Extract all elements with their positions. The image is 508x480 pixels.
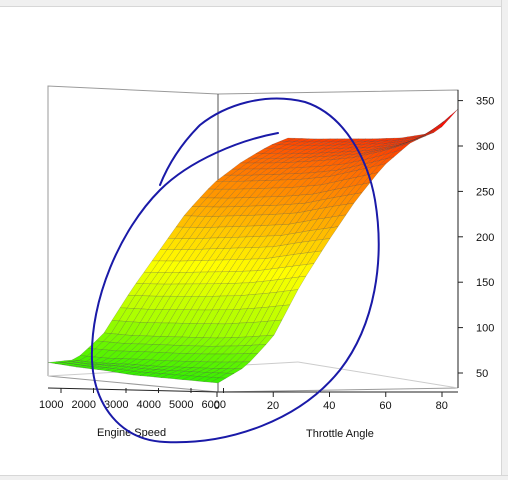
engine-speed-tick-label: 3000 bbox=[104, 399, 128, 411]
surface-facet bbox=[298, 263, 315, 278]
vertical-tick-label: 200 bbox=[476, 232, 494, 244]
surface-facet bbox=[250, 344, 267, 354]
throttle-angle-tick-label: 20 bbox=[267, 400, 279, 412]
throttle-angle-tick-label: 80 bbox=[436, 400, 448, 412]
surface-facet bbox=[386, 149, 403, 159]
surface-facet bbox=[306, 250, 323, 265]
surface-facet bbox=[338, 202, 355, 217]
surface-facet bbox=[226, 368, 243, 374]
surface-plot: 1000 2000 3000 4000 5000 6000 0 20 40 60 80 50 100… bbox=[39, 85, 494, 444]
engine-speed-tick-label: 4000 bbox=[137, 399, 161, 411]
floor-back-right-edge bbox=[297, 361, 459, 389]
floor-front-right-edge bbox=[217, 387, 459, 393]
surface-facet bbox=[434, 117, 451, 131]
vertical-axis: 50 100 150 200 250 300 350 bbox=[458, 96, 494, 380]
engine-speed-axis-line bbox=[47, 387, 219, 393]
vertical-tick-label: 350 bbox=[476, 96, 494, 108]
engine-speed-tick-label: 6000 bbox=[202, 399, 226, 411]
engine-speed-tick-label: 1000 bbox=[39, 399, 63, 411]
throttle-angle-tick-label: 40 bbox=[323, 400, 335, 412]
hand-drawn-ellipse-annotation bbox=[90, 97, 380, 444]
vertical-tick-label: 150 bbox=[476, 277, 494, 289]
throttle-angle-axis: 0 20 40 60 80 bbox=[214, 392, 448, 412]
plot-box-front-edges bbox=[47, 90, 459, 393]
throttle-angle-tick-label: 60 bbox=[379, 400, 391, 412]
annotation-stroke bbox=[90, 97, 380, 444]
vertical-tick-label: 50 bbox=[476, 368, 488, 380]
vertical-tick-label: 100 bbox=[476, 323, 494, 335]
vertical-tick-label: 250 bbox=[476, 186, 494, 198]
window-scrollbar[interactable] bbox=[501, 0, 508, 480]
surface-facet bbox=[210, 377, 227, 384]
floor-front-left-edge bbox=[47, 375, 219, 393]
window-top-edge bbox=[0, 0, 508, 7]
window-bottom-edge bbox=[0, 475, 508, 480]
engine-speed-tick-label: 5000 bbox=[169, 399, 193, 411]
surface-facet bbox=[266, 319, 283, 336]
engine-speed-tick-label: 2000 bbox=[72, 399, 96, 411]
surface-facet bbox=[442, 108, 459, 123]
response-surface bbox=[47, 108, 459, 384]
surface-facet bbox=[242, 352, 259, 363]
vertical-tick-label: 300 bbox=[476, 141, 494, 153]
engine-speed-axis: 1000 2000 3000 4000 5000 6000 bbox=[39, 388, 226, 411]
throttle-angle-tick-label: 0 bbox=[214, 400, 220, 412]
y-axis-title: Throttle Angle bbox=[306, 428, 374, 440]
surface-facet bbox=[354, 182, 371, 195]
surface-facet bbox=[330, 214, 347, 229]
